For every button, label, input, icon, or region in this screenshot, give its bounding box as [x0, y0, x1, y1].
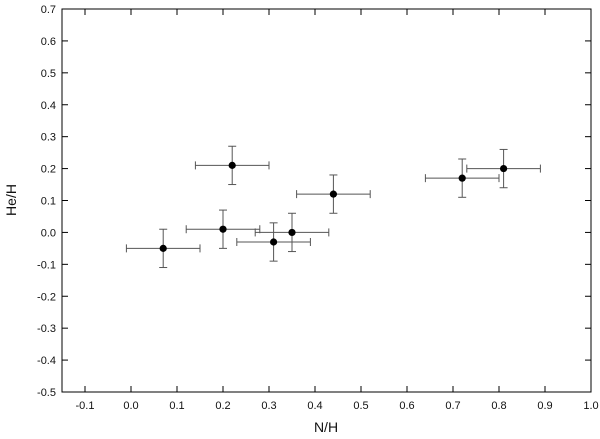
x-tick-label: 0.6: [399, 400, 414, 412]
x-tick-label: -0.1: [76, 400, 95, 412]
data-point: [194, 145, 270, 186]
point-marker: [219, 225, 227, 233]
point-marker: [329, 190, 337, 198]
point-marker: [288, 228, 296, 237]
y-tick-label: -0.5: [37, 387, 56, 399]
x-tick-label: 1.0: [583, 400, 598, 412]
y-tick-label: 0.5: [41, 68, 56, 80]
x-tick-label: 0.3: [261, 400, 276, 412]
y-tick-label: 0.2: [41, 164, 56, 176]
y-axis-ticks: -0.5 -0.4 -0.3 -0.2 -0.1 0.0 0.1 0.2 0.3 0.4 0.5 0.…: [37, 4, 591, 399]
x-tick-label: 0.9: [537, 400, 552, 412]
x-axis-label: N/H: [314, 419, 338, 435]
y-tick-label: 0.1: [41, 196, 56, 208]
data-point: [424, 158, 500, 198]
data-point: [466, 148, 541, 189]
y-tick-label: 0.7: [41, 4, 56, 16]
point-marker: [159, 244, 167, 252]
data-points: [125, 145, 541, 269]
x-tick-label: 0.4: [307, 400, 322, 412]
y-tick-label: -0.4: [37, 355, 56, 367]
plot-frame: [61, 8, 592, 393]
point-marker: [228, 161, 236, 169]
data-point: [185, 209, 261, 249]
data-point: [125, 228, 201, 269]
y-axis-label: He/H: [3, 184, 19, 216]
x-tick-label: 0.8: [491, 400, 506, 412]
y-tick-label: 0.4: [41, 100, 56, 112]
y-tick-label: 0.0: [41, 227, 56, 239]
y-tick-label: -0.1: [37, 259, 56, 271]
point-marker: [458, 174, 466, 182]
data-point: [236, 222, 311, 262]
data-point: [254, 212, 330, 253]
x-tick-label: 0.7: [445, 400, 460, 412]
x-axis-ticks: -0.1 0.0 0.1 0.2 0.3 0.4 0.5 0.6 0.7 0.8 0.9 1.0: [76, 9, 599, 412]
y-tick-label: 0.3: [41, 132, 56, 144]
y-tick-label: 0.6: [41, 36, 56, 48]
x-tick-label: 0.0: [123, 400, 138, 412]
x-tick-label: 0.1: [169, 400, 184, 412]
x-tick-label: 0.5: [353, 400, 368, 412]
y-tick-label: -0.3: [37, 323, 56, 335]
point-marker: [270, 238, 278, 246]
data-point: [296, 174, 371, 214]
point-marker: [500, 164, 508, 173]
y-tick-label: -0.2: [37, 291, 56, 303]
x-tick-label: 0.2: [215, 400, 230, 412]
